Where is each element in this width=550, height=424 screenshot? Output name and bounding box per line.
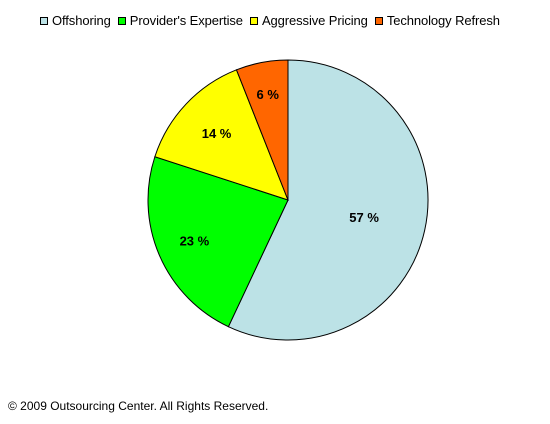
copyright-notice: © 2009 Outsourcing Center. All Rights Re…	[8, 399, 269, 413]
legend-swatch	[374, 16, 383, 25]
legend-label: Provider's Expertise	[129, 13, 243, 28]
pie-slice-aggressive-pricing	[154, 69, 289, 201]
data-label-technology-refresh: 6 %	[257, 87, 280, 102]
data-label-providers-expertise: 23 %	[180, 234, 210, 249]
pie-slice-offshoring	[227, 59, 429, 341]
legend-item-providers-expertise: Provider's Expertise	[117, 13, 243, 28]
legend-item-aggressive-pricing: Aggressive Pricing	[249, 13, 368, 28]
legend-swatch	[249, 16, 258, 25]
data-label-offshoring: 57 %	[349, 210, 379, 225]
pie-slice-providers-expertise	[147, 156, 289, 328]
legend-label: Aggressive Pricing	[261, 13, 368, 28]
pie-slice-technology-refresh	[235, 59, 289, 201]
data-label-aggressive-pricing: 14 %	[202, 126, 232, 141]
legend-swatch	[40, 16, 48, 25]
legend-label: Technology Refresh	[386, 13, 500, 28]
legend-item-technology-refresh: Technology Refresh	[374, 13, 500, 28]
legend-item-offshoring: Offshoring	[40, 13, 111, 28]
chart-legend: Offshoring Provider's Expertise Aggressi…	[40, 13, 500, 28]
legend-label: Offshoring	[52, 13, 111, 28]
legend-swatch	[117, 16, 126, 25]
